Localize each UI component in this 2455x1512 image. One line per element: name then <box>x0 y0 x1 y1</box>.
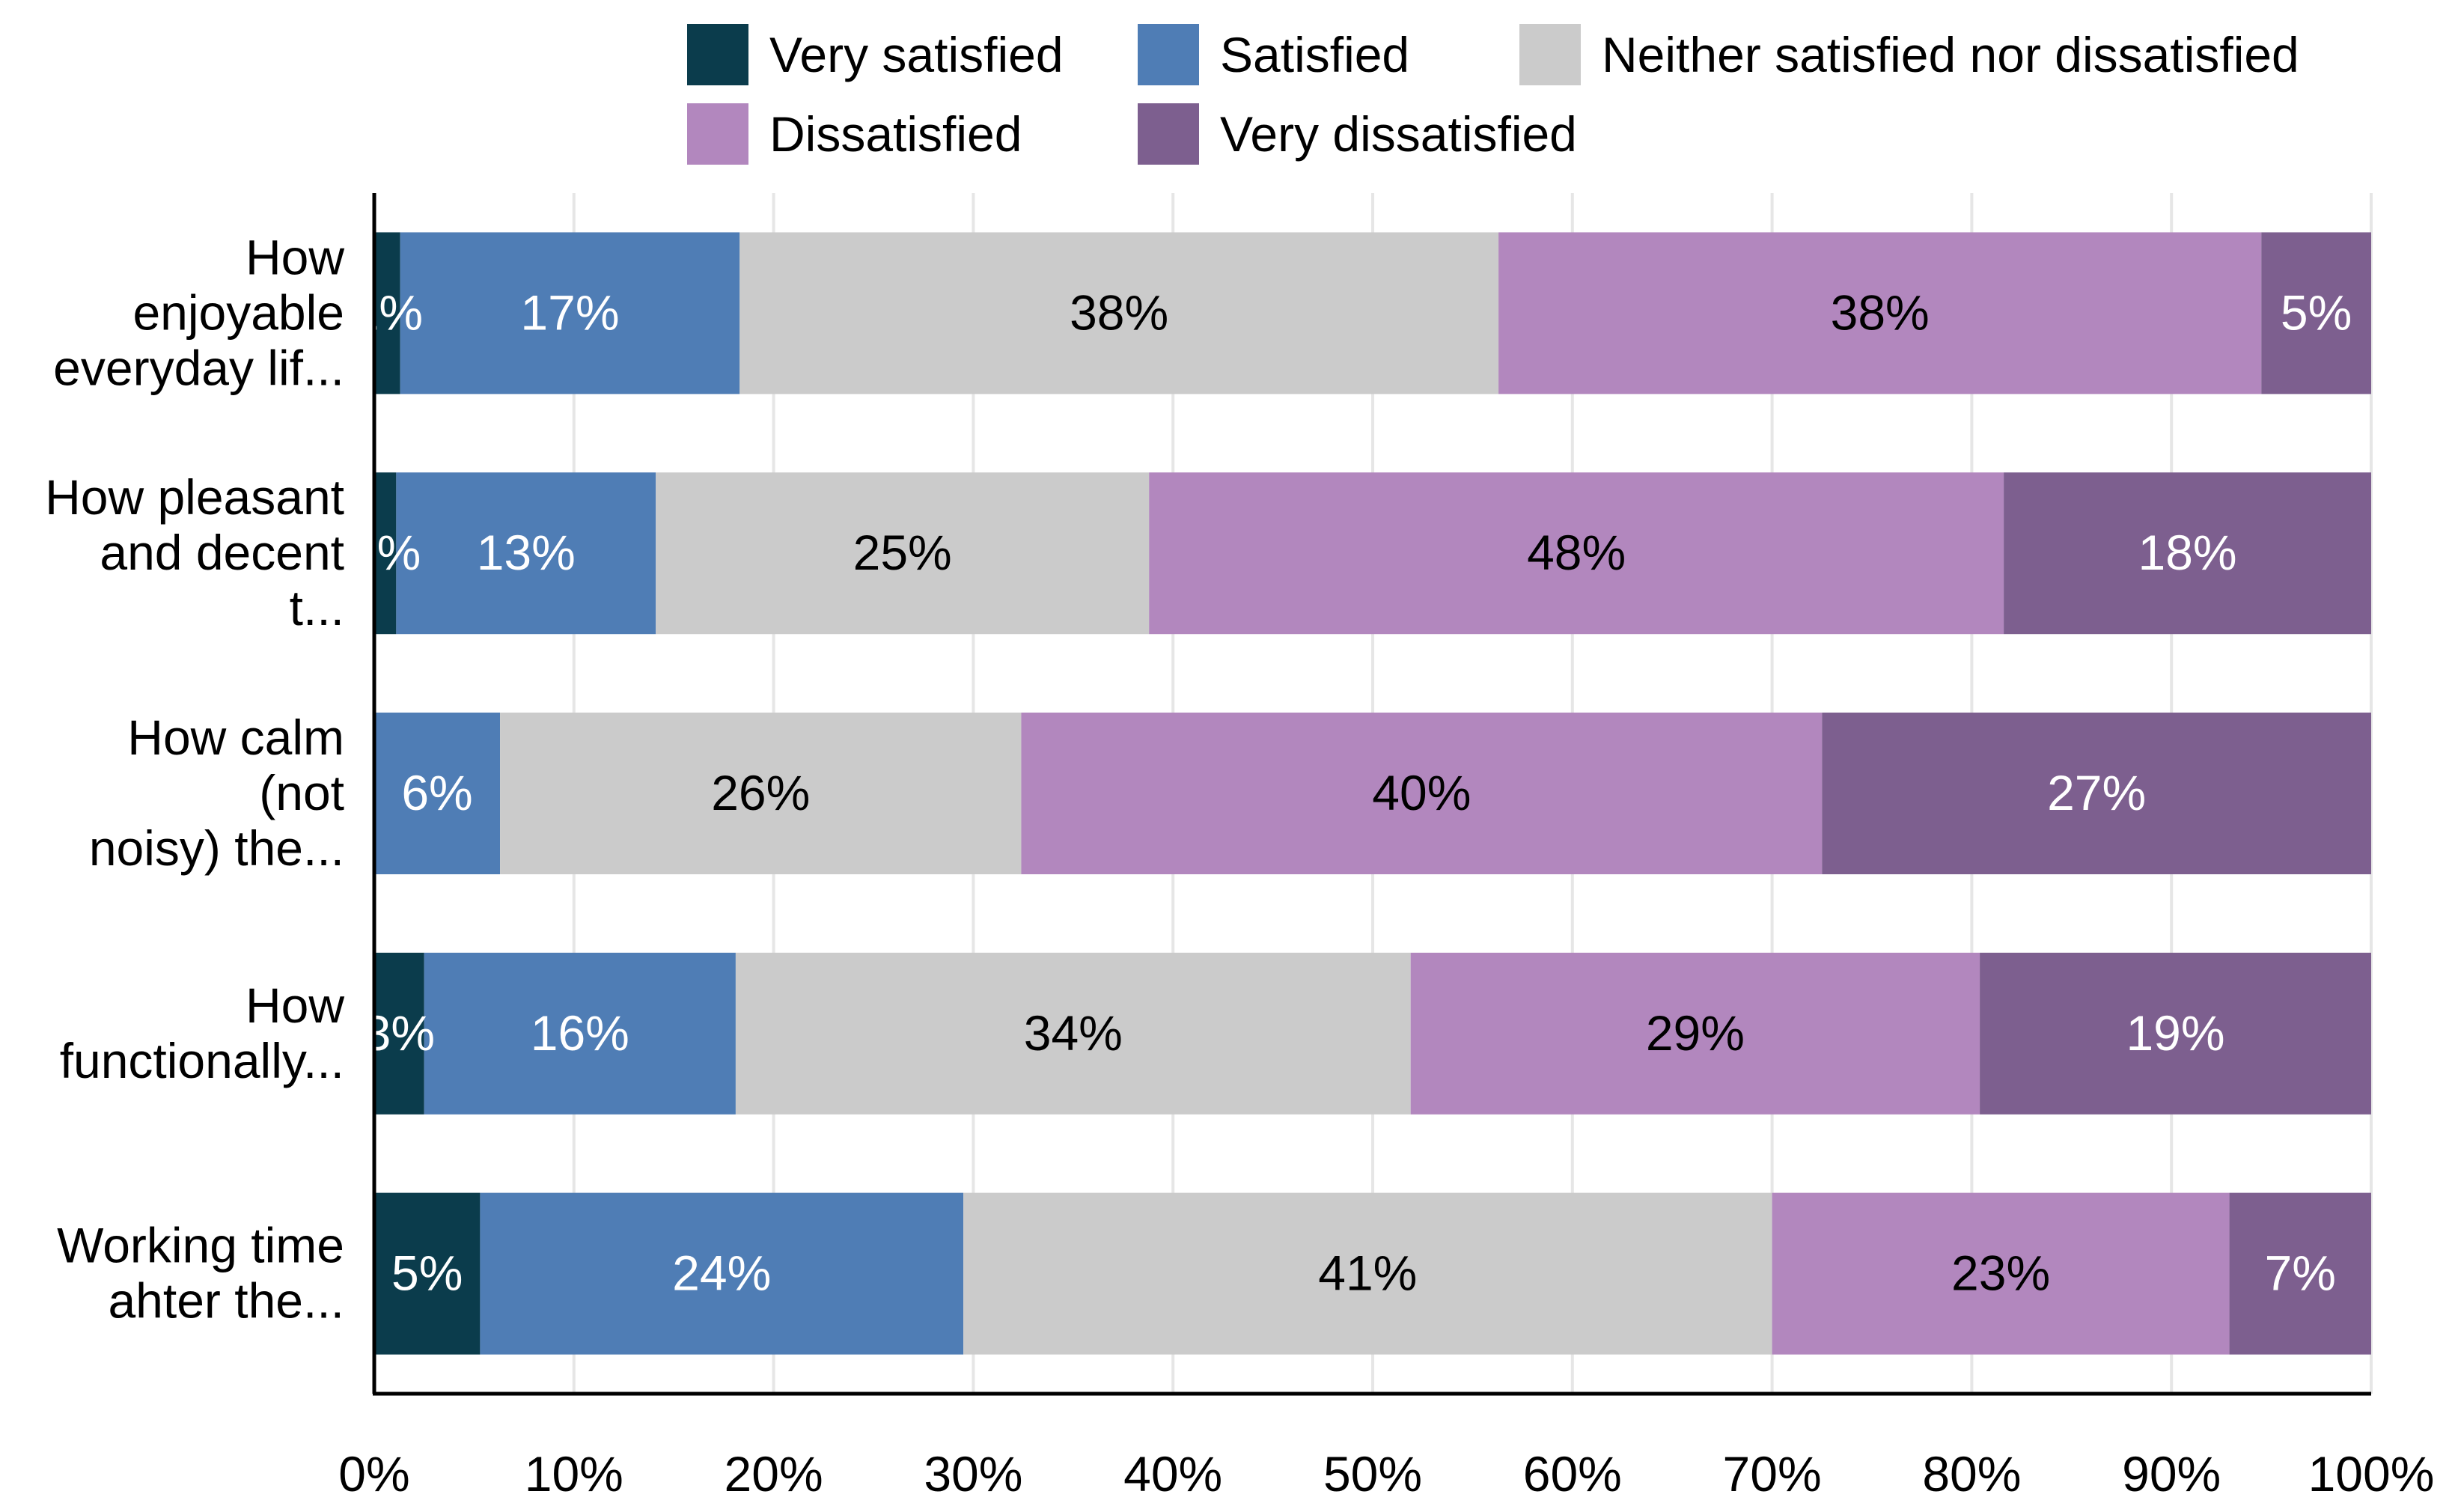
bar-dissatisfied-3 <box>1021 713 1823 874</box>
data-label-neither-satisfied-nor-dissatisfied-5: 41% <box>1318 1246 1417 1301</box>
bar-very-satisfied-1 <box>374 232 400 394</box>
data-label-satisfied-2: 13% <box>477 525 576 580</box>
bar-satisfied-5 <box>480 1192 964 1355</box>
data-label-dissatisfied-4: 29% <box>1646 1005 1745 1061</box>
data-label-neither-satisfied-nor-dissatisfied-3: 26% <box>711 765 810 820</box>
legend-label: Very satisfied <box>769 27 1064 82</box>
x-tick-label-80: 80% <box>1922 1446 2021 1502</box>
x-tick-label-30: 30% <box>924 1446 1022 1502</box>
category-label-4: How functionally... <box>60 978 345 1088</box>
data-label-satisfied-5: 24% <box>672 1246 771 1301</box>
data-label-very-satisfied-1: 1% <box>352 284 423 340</box>
legend-label: Dissatisfied <box>769 106 1022 162</box>
data-label-very-dissatisfied-1: 5% <box>2281 284 2352 340</box>
bar-segments <box>374 232 2371 1355</box>
category-label-1: How enjoyable everyday lif... <box>53 229 344 395</box>
bar-very-dissatisfied-1 <box>2261 232 2371 394</box>
bar-dissatisfied-5 <box>1772 1192 2230 1355</box>
legend-label: Very dissatisfied <box>1220 106 1577 162</box>
bar-satisfied-1 <box>400 232 740 394</box>
bar-neither-satisfied-nor-dissatisfied-3 <box>500 713 1022 874</box>
data-labels: 1% 17% 38% 38% 5%1% 13% 25% 48% 18%6% 26% 40% 27%3%… <box>350 284 2352 1300</box>
bar-dissatisfied-4 <box>1410 952 1980 1115</box>
category-label-2: How pleasant and decent t... <box>45 469 344 635</box>
legend-label: Satisfied <box>1220 27 1409 82</box>
bar-neither-satisfied-nor-dissatisfied-1 <box>739 232 1499 394</box>
x-tick-label-10: 10% <box>525 1446 623 1502</box>
x-tick-label-90: 90% <box>2122 1446 2221 1502</box>
data-label-very-dissatisfied-5: 7% <box>2265 1246 2336 1301</box>
bar-satisfied-3 <box>374 713 501 874</box>
legend-item-satisfied: Satisfied <box>1138 24 1409 85</box>
bar-dissatisfied-2 <box>1149 472 2004 635</box>
legend-item-very-satisfied: Very satisfied <box>687 24 1064 85</box>
legend-swatch <box>1138 24 1199 85</box>
category-label-5: Working time ahter the... <box>57 1218 344 1329</box>
legend-swatch <box>687 24 748 85</box>
data-label-dissatisfied-2: 48% <box>1527 525 1626 580</box>
legend-item-dissatisfied: Dissatisfied <box>687 103 1022 165</box>
x-tick-labels: 0% 10% 20% 30% 40% 50% 60% 70% 80% 90% 100% <box>338 1446 2434 1502</box>
data-label-dissatisfied-3: 40% <box>1372 765 1471 820</box>
data-label-very-dissatisfied-4: 19% <box>2126 1005 2224 1061</box>
category-labels: How enjoyable everyday lif... How pleasant a… <box>45 229 344 1328</box>
bar-dissatisfied-1 <box>1498 232 2262 394</box>
legend-item-very-dissatisfied: Very dissatisfied <box>1138 103 1577 165</box>
bar-very-satisfied-2 <box>374 472 397 635</box>
x-tick-label-20: 20% <box>725 1446 823 1502</box>
bar-very-dissatisfied-2 <box>2004 472 2371 635</box>
x-tick-label-70: 70% <box>1723 1446 1822 1502</box>
data-label-very-dissatisfied-3: 27% <box>2047 765 2146 820</box>
x-tick-label-50: 50% <box>1323 1446 1422 1502</box>
legend-item-neither-satisfied-nor-dissatisfied: Neither satisfied nor dissatisfied <box>1519 24 2299 85</box>
legend-swatch <box>1138 103 1199 165</box>
data-label-satisfied-3: 6% <box>401 765 472 820</box>
bar-neither-satisfied-nor-dissatisfied-4 <box>735 952 1411 1115</box>
bar-neither-satisfied-nor-dissatisfied-2 <box>656 472 1150 635</box>
category-label-3: How calm (not noisy) the... <box>89 710 344 876</box>
legend: Very satisfied Satisfied Neither satisfied… <box>687 24 2299 165</box>
bar-very-dissatisfied-5 <box>2229 1192 2371 1355</box>
data-label-satisfied-4: 16% <box>531 1005 629 1061</box>
bar-neither-satisfied-nor-dissatisfied-5 <box>963 1192 1772 1355</box>
data-label-very-satisfied-5: 5% <box>391 1246 463 1301</box>
legend-swatch <box>687 103 748 165</box>
bar-very-dissatisfied-4 <box>1980 952 2371 1115</box>
x-tick-label-100: 100% <box>2308 1446 2435 1502</box>
data-label-satisfied-1: 17% <box>520 284 619 340</box>
x-tick-label-0: 0% <box>338 1446 409 1502</box>
data-label-dissatisfied-1: 38% <box>1831 284 1930 340</box>
data-label-neither-satisfied-nor-dissatisfied-1: 38% <box>1070 284 1168 340</box>
x-tick-label-40: 40% <box>1123 1446 1222 1502</box>
x-tick-label-60: 60% <box>1523 1446 1622 1502</box>
data-label-dissatisfied-5: 23% <box>1951 1246 2050 1301</box>
bar-satisfied-4 <box>424 952 736 1115</box>
bar-very-satisfied-4 <box>374 952 424 1115</box>
data-label-neither-satisfied-nor-dissatisfied-4: 34% <box>1024 1005 1123 1061</box>
bar-very-dissatisfied-3 <box>1822 713 2371 874</box>
legend-label: Neither satisfied nor dissatisfied <box>1602 27 2299 82</box>
bar-satisfied-2 <box>396 472 656 635</box>
data-label-neither-satisfied-nor-dissatisfied-2: 25% <box>853 525 952 580</box>
data-label-very-dissatisfied-2: 18% <box>2138 525 2236 580</box>
data-label-very-satisfied-2: 1% <box>350 525 421 580</box>
bar-very-satisfied-5 <box>374 1192 481 1355</box>
legend-swatch <box>1519 24 1581 85</box>
axes <box>372 193 2371 1396</box>
